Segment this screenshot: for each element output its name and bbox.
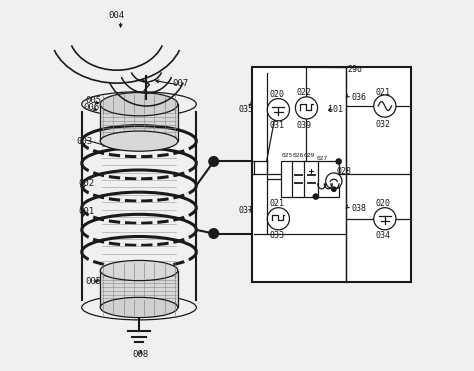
- Circle shape: [209, 157, 219, 166]
- Bar: [100, 270, 178, 308]
- Text: 035: 035: [238, 105, 254, 114]
- Text: 005: 005: [85, 96, 101, 105]
- Text: 029: 029: [303, 154, 315, 158]
- Text: 039: 039: [297, 121, 312, 130]
- Circle shape: [313, 194, 319, 199]
- Text: 034: 034: [375, 231, 391, 240]
- Text: 29σ: 29σ: [348, 65, 363, 73]
- Text: 101: 101: [328, 105, 343, 114]
- Circle shape: [336, 159, 341, 164]
- Text: 028: 028: [336, 167, 351, 176]
- Circle shape: [374, 208, 396, 230]
- Text: 002: 002: [78, 179, 94, 188]
- Text: 025: 025: [282, 154, 293, 158]
- Bar: [100, 104, 178, 141]
- Circle shape: [332, 187, 336, 191]
- Circle shape: [267, 99, 290, 121]
- Text: 004: 004: [109, 11, 125, 20]
- Text: 022: 022: [297, 88, 312, 97]
- Ellipse shape: [100, 298, 178, 318]
- Bar: [282, 161, 338, 197]
- Text: 032: 032: [375, 120, 391, 129]
- Circle shape: [267, 208, 290, 230]
- Text: 026: 026: [292, 154, 304, 158]
- Text: 037: 037: [238, 206, 254, 215]
- Ellipse shape: [100, 131, 178, 151]
- Text: 031: 031: [269, 121, 284, 130]
- Bar: [252, 67, 410, 282]
- Text: 021: 021: [375, 88, 391, 97]
- Circle shape: [295, 97, 318, 119]
- Text: 001: 001: [78, 207, 94, 216]
- Text: 036: 036: [352, 93, 366, 102]
- Text: 020: 020: [269, 91, 284, 99]
- Text: 007: 007: [173, 79, 189, 88]
- Ellipse shape: [100, 260, 178, 280]
- Text: 038: 038: [352, 204, 366, 213]
- Circle shape: [326, 173, 342, 189]
- Text: 027: 027: [317, 157, 328, 161]
- Circle shape: [374, 95, 396, 117]
- Text: 033: 033: [269, 231, 284, 240]
- Text: 003: 003: [76, 137, 92, 146]
- Circle shape: [209, 229, 219, 238]
- Text: 006: 006: [83, 104, 100, 112]
- Text: 005: 005: [85, 277, 101, 286]
- Text: 008: 008: [133, 350, 149, 359]
- Ellipse shape: [100, 92, 178, 116]
- Text: 020: 020: [375, 199, 391, 208]
- Text: 021: 021: [269, 199, 284, 208]
